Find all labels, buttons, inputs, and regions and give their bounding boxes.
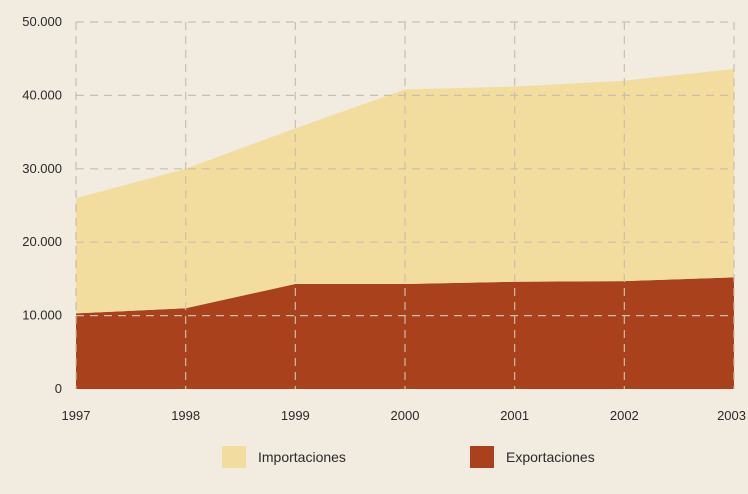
x-tick-label: 2002 xyxy=(610,408,639,423)
y-tick-label: 10.000 xyxy=(22,308,62,323)
legend-label-importaciones: Importaciones xyxy=(258,449,346,465)
grid-layer xyxy=(75,21,735,389)
y-tick-label: 20.000 xyxy=(22,234,62,249)
legend-label-exportaciones: Exportaciones xyxy=(506,449,595,465)
x-tick-label: 2003 xyxy=(717,408,746,423)
x-tick-label: 2000 xyxy=(391,408,420,423)
x-tick-label: 1998 xyxy=(171,408,200,423)
x-axis-ticks: 1997 1998 1999 2000 2001 2002 2003 xyxy=(62,408,746,423)
x-tick-label: 1999 xyxy=(281,408,310,423)
legend: Importaciones Exportaciones xyxy=(222,446,595,468)
x-tick-label: 2001 xyxy=(500,408,529,423)
y-tick-label: 50.000 xyxy=(22,14,62,29)
x-tick-label: 1997 xyxy=(62,408,91,423)
areas-layer xyxy=(76,69,734,389)
y-tick-label: 40.000 xyxy=(22,87,62,102)
y-axis-ticks: 0 10.000 20.000 30.000 40.000 50.000 xyxy=(22,14,62,396)
y-tick-label: 0 xyxy=(55,381,62,396)
legend-swatch-importaciones xyxy=(222,446,246,468)
y-tick-label: 30.000 xyxy=(22,161,62,176)
legend-swatch-exportaciones xyxy=(470,446,494,468)
